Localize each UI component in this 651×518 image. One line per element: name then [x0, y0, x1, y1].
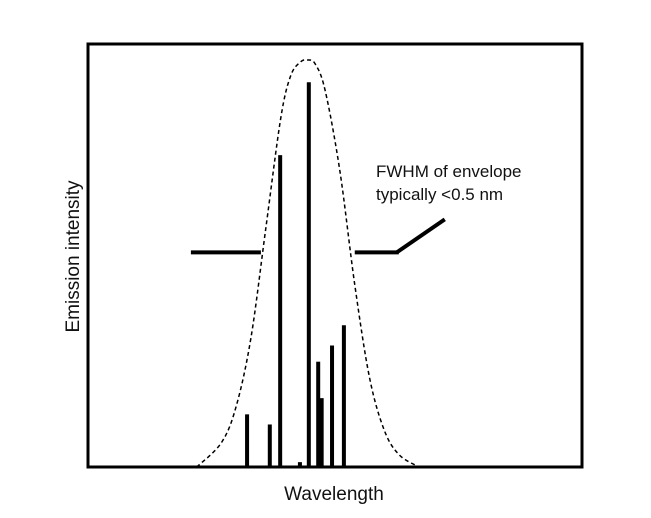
- emission-line-bar: [297, 462, 302, 467]
- fwhm-annotation-line-1: FWHM of envelope: [376, 162, 522, 181]
- envelope-curve: [196, 59, 420, 468]
- emission-line-bar: [319, 398, 324, 467]
- fwhm-leader-line: [395, 217, 446, 254]
- y-axis-label: Emission intensity: [63, 180, 84, 333]
- plot-frame: [86, 42, 584, 469]
- emission-line-bar: [245, 414, 250, 467]
- emission-line-bar: [330, 345, 335, 467]
- emission-line-bar: [316, 361, 321, 467]
- emission-line-bar: [306, 82, 311, 467]
- fwhm-annotation-line-2: typically <0.5 nm: [376, 185, 503, 204]
- x-axis-label: Wavelength: [284, 484, 384, 505]
- emission-line-bar: [341, 325, 346, 467]
- plot-layer: [190, 59, 446, 468]
- emission-line-bar: [267, 424, 272, 467]
- emission-line-bar: [278, 155, 283, 467]
